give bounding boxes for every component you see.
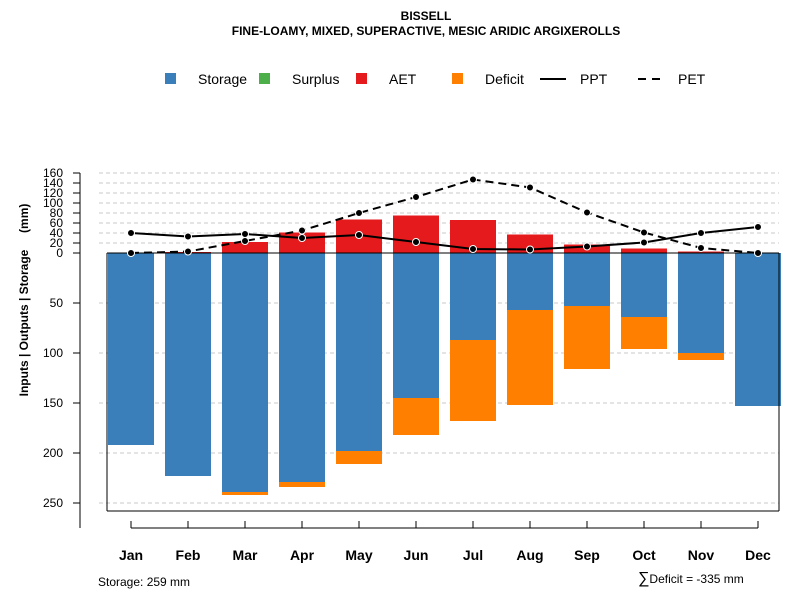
pet-point-jan <box>127 249 135 257</box>
ppt-point-may <box>355 231 363 239</box>
y-tick-label: 120 <box>43 186 63 200</box>
deficit-bar-nov <box>678 353 724 360</box>
y-tick-label: 80 <box>50 206 64 220</box>
deficit-bar-mar <box>222 492 268 495</box>
deficit-bar-jun <box>393 398 439 435</box>
ppt-point-feb <box>184 232 192 241</box>
ppt-point-mar <box>241 230 249 238</box>
storage-bar-may <box>336 253 382 451</box>
aet-bar-jun <box>393 215 439 253</box>
deficit-bar-sep <box>564 306 610 369</box>
ppt-point-jun <box>412 238 420 246</box>
pet-point-dec <box>754 249 762 257</box>
deficit-bar-may <box>336 451 382 464</box>
x-tick-label: Feb <box>176 547 201 563</box>
legend-storage-label: Storage <box>198 71 247 87</box>
pet-point-sep <box>583 208 591 217</box>
y-tick-label: 100 <box>43 196 63 210</box>
ppt-point-dec <box>754 223 762 231</box>
x-tick-label: Aug <box>516 547 543 563</box>
y-tick-label: 100 <box>43 346 63 360</box>
ppt-point-aug <box>526 245 534 254</box>
pet-line <box>130 178 759 254</box>
legend-ppt-label: PPT <box>580 71 608 87</box>
pet-point-oct <box>640 228 648 237</box>
y-tick-label: 60 <box>50 216 64 230</box>
pet-point-jun <box>412 193 420 201</box>
x-tick-label: Jan <box>119 547 143 563</box>
y-tick-label: 50 <box>50 296 64 310</box>
storage-bar-dec <box>735 253 781 406</box>
y-tick-label: 40 <box>50 226 64 240</box>
deficit-bar-apr <box>279 482 325 487</box>
deficit-note: ∑Deficit = -335 mm <box>638 570 744 588</box>
x-tick-label: Jul <box>463 547 483 563</box>
ppt-point-apr <box>298 234 306 242</box>
storage-bar-nov <box>678 253 724 353</box>
y-tick-label: 0 <box>56 246 63 260</box>
chart-title: BISSELL <box>400 9 452 23</box>
legend-surplus-label: Surplus <box>292 71 339 87</box>
pet-point-apr <box>298 226 306 235</box>
storage-bar-sep <box>564 253 610 306</box>
ppt-point-jan <box>127 229 135 237</box>
x-tick-label: May <box>345 547 372 563</box>
ppt-line <box>130 226 759 251</box>
aet-bar-nov <box>678 251 724 253</box>
y-tick-label: 250 <box>43 496 63 510</box>
pet-point-may <box>355 209 363 217</box>
y-tick-label: 140 <box>43 176 63 190</box>
legend-storage-swatch <box>165 73 176 84</box>
y-tick-label: 160 <box>43 166 63 180</box>
x-tick-label: Sep <box>574 547 600 563</box>
x-tick-label: Mar <box>233 547 258 563</box>
x-tick-label: Jun <box>404 547 429 563</box>
ppt-point-jul <box>469 245 477 253</box>
x-tick-label: Nov <box>688 547 715 563</box>
sum-symbol: ∑ <box>638 570 650 587</box>
aet-bar-oct <box>621 248 667 253</box>
deficit-note-text: Deficit = -335 mm <box>649 572 744 586</box>
x-tick-label: Apr <box>290 547 315 563</box>
legend-deficit-swatch <box>452 73 463 84</box>
pet-point-jul <box>469 175 477 184</box>
storage-bar-jul <box>450 253 496 340</box>
pet-point-aug <box>526 183 534 192</box>
storage-bar-mar <box>222 253 268 492</box>
y-tick-label: 20 <box>50 236 64 250</box>
pet-point-feb <box>184 247 192 256</box>
chart-subtitle: FINE-LOAMY, MIXED, SUPERACTIVE, MESIC AR… <box>231 24 621 38</box>
aet-bar-mar <box>222 242 268 253</box>
storage-bar-jun <box>393 253 439 398</box>
ppt-point-oct <box>640 238 648 247</box>
storage-bar-apr <box>279 253 325 482</box>
pet-point-nov <box>697 244 705 252</box>
deficit-bar-aug <box>507 310 553 405</box>
y-tick-label: 200 <box>43 446 63 460</box>
legend-surplus-swatch <box>259 73 270 84</box>
ppt-point-sep <box>583 242 591 251</box>
legend-aet-label: AET <box>389 71 417 87</box>
y-axis-label: Inputs | Outputs | Storage (mm) <box>17 204 31 397</box>
x-tick-label: Dec <box>745 547 771 563</box>
ppt-point-nov <box>697 229 705 237</box>
deficit-bar-oct <box>621 317 667 349</box>
deficit-bar-jul <box>450 340 496 421</box>
legend-pet-label: PET <box>678 71 706 87</box>
storage-bar-jan <box>108 253 154 445</box>
storage-bar-feb <box>165 253 211 476</box>
pet-point-mar <box>241 237 249 245</box>
y-tick-label: 150 <box>43 396 63 410</box>
storage-bar-oct <box>621 253 667 317</box>
storage-note: Storage: 259 mm <box>98 575 191 589</box>
x-tick-label: Oct <box>632 547 656 563</box>
legend-aet-swatch <box>356 73 367 84</box>
legend-deficit-label: Deficit <box>485 71 524 87</box>
storage-bar-aug <box>507 253 553 310</box>
